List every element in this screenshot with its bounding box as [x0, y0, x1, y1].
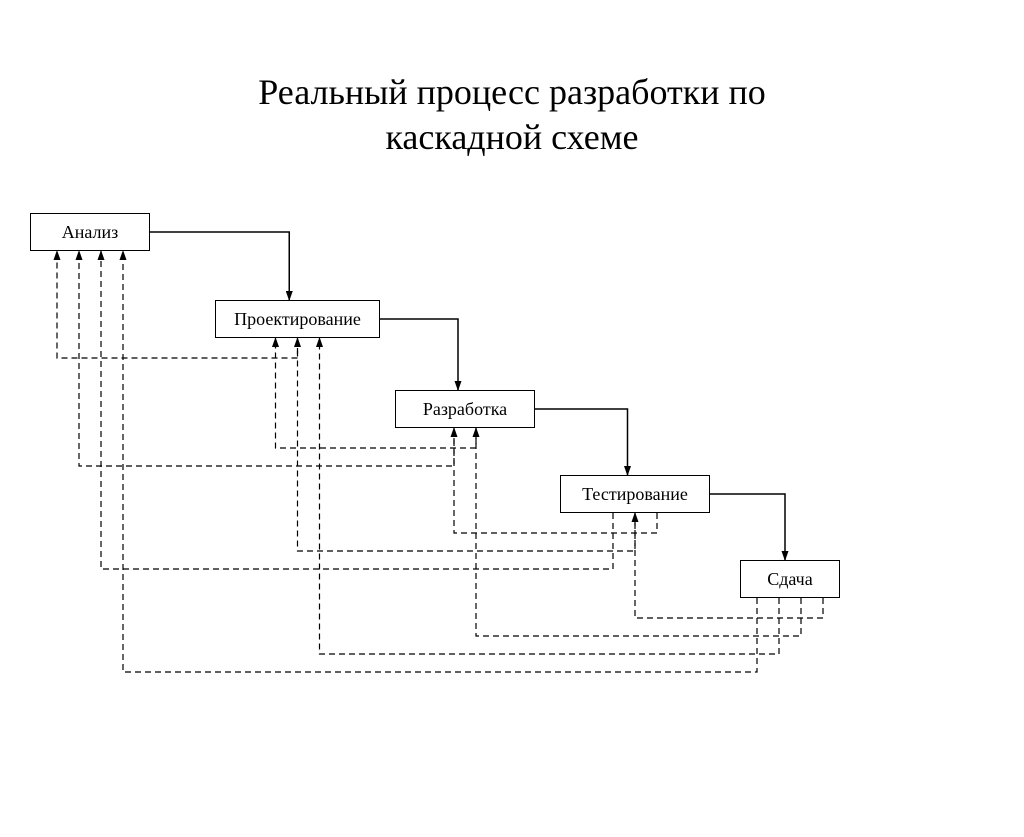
- node-n0: Анализ: [30, 213, 150, 251]
- feedback-edge: [476, 428, 801, 636]
- page-title: Реальный процесс разработки по каскадной…: [0, 70, 1024, 160]
- feedback-edge: [320, 338, 780, 654]
- node-label: Тестирование: [582, 484, 688, 505]
- forward-edge: [710, 494, 785, 560]
- feedback-edge: [298, 338, 636, 551]
- node-n1: Проектирование: [215, 300, 380, 338]
- node-label: Разработка: [423, 399, 507, 420]
- forward-edge: [535, 409, 628, 475]
- title-line-2: каскадной схеме: [385, 117, 638, 157]
- forward-edge: [150, 232, 289, 300]
- feedback-edge: [101, 251, 613, 569]
- node-label: Анализ: [62, 222, 119, 243]
- node-n3: Тестирование: [560, 475, 710, 513]
- feedback-edge: [79, 251, 454, 466]
- node-n2: Разработка: [395, 390, 535, 428]
- forward-edge: [380, 319, 458, 390]
- node-n4: Сдача: [740, 560, 840, 598]
- title-line-1: Реальный процесс разработки по: [258, 72, 766, 112]
- node-label: Проектирование: [234, 309, 361, 330]
- node-label: Сдача: [767, 569, 812, 590]
